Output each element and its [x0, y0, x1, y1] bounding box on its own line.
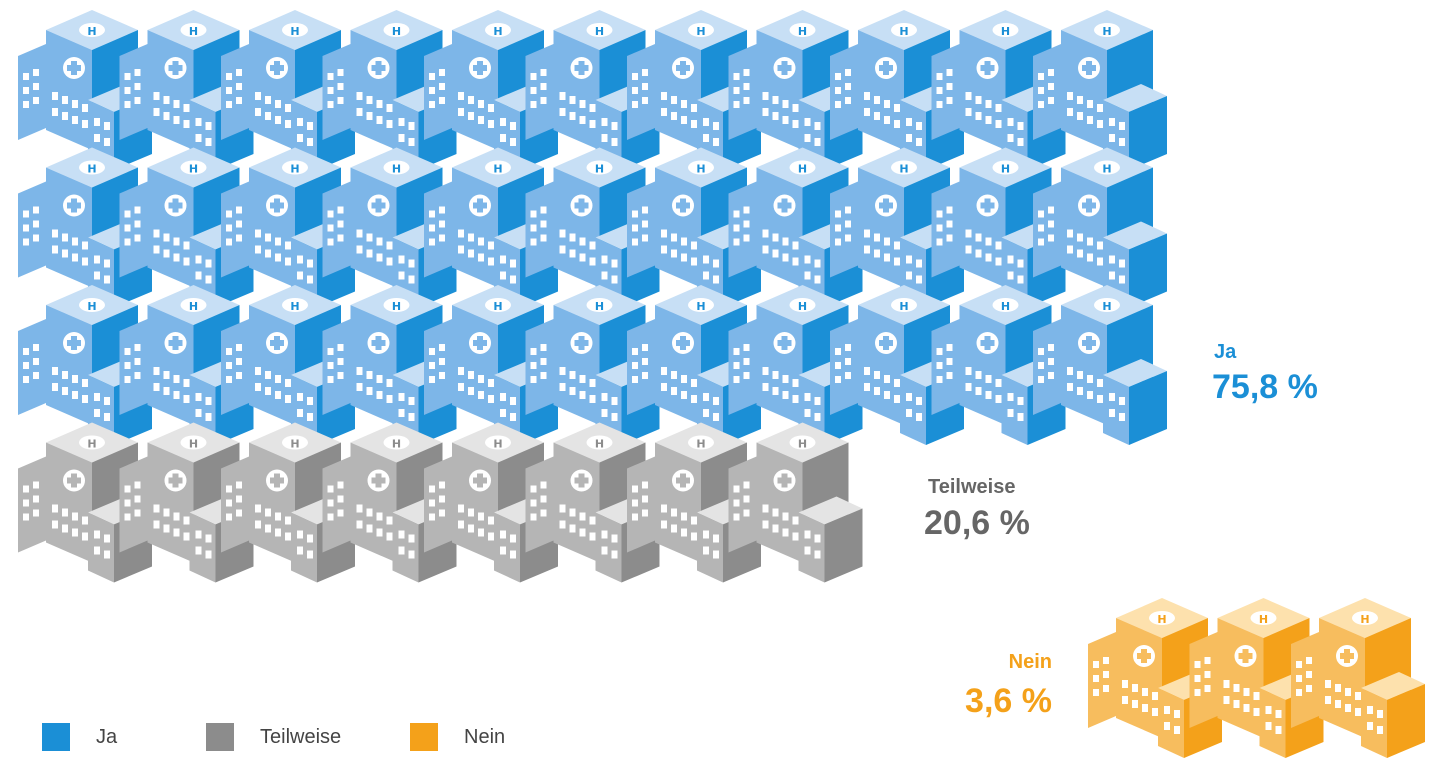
category-label-nein: Nein: [1009, 651, 1052, 673]
legend-item-ja: Ja: [42, 722, 117, 752]
legend-label-ja: Ja: [96, 725, 118, 748]
category-label-teilweise: Teilweise: [928, 476, 1015, 498]
legend-swatch-nein: [410, 723, 438, 751]
category-label-ja: Ja: [1214, 341, 1237, 363]
legend-swatch-ja: [42, 723, 70, 751]
value-label-nein: 3,6 %: [965, 682, 1052, 720]
legend-label-teilweise: Teilweise: [260, 725, 342, 748]
legend-item-teilweise: Teilweise: [206, 722, 341, 752]
value-label-teilweise: 20,6 %: [924, 504, 1030, 542]
legend-swatch-teilweise: [206, 723, 234, 751]
legend-item-nein: Nein: [410, 722, 505, 752]
legend-label-nein: Nein: [464, 725, 506, 748]
value-label-ja: 75,8 %: [1212, 368, 1318, 406]
